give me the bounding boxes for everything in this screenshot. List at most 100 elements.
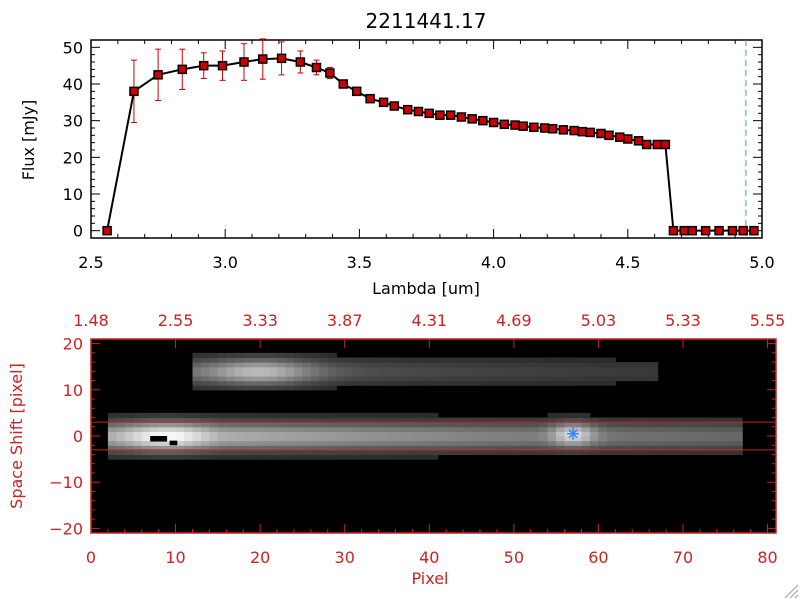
image-cell (589, 440, 600, 446)
image-cell (623, 417, 633, 423)
image-cell (429, 375, 439, 382)
image-cell (243, 366, 253, 372)
image-cell (539, 366, 549, 372)
image-cell (310, 426, 320, 432)
image-cell (623, 375, 633, 382)
image-cell (471, 380, 481, 386)
image-cell (480, 445, 490, 451)
image-cell (226, 436, 236, 442)
image-cell (217, 352, 227, 359)
image-cell (581, 375, 591, 382)
image-cell (302, 380, 312, 386)
image-cell (395, 431, 405, 437)
image-cell (539, 380, 549, 386)
x-tick-label: 5.0 (749, 253, 774, 272)
image-cell (420, 449, 430, 456)
image-cell (564, 357, 574, 363)
image-cell (133, 431, 143, 437)
image-cell (615, 436, 625, 442)
y-tick-label: −20 (49, 519, 83, 538)
image-cell (547, 445, 557, 451)
data-point (499, 119, 510, 130)
image-cell (175, 445, 185, 451)
image-cell (167, 454, 177, 460)
image-cell (615, 449, 625, 456)
image-cell (522, 380, 532, 386)
window-resize-grip-icon[interactable] (784, 584, 799, 599)
image-cell (446, 426, 456, 432)
image-cell (226, 449, 236, 456)
data-point (445, 110, 456, 120)
image-cell (437, 380, 447, 386)
image-cell (285, 385, 295, 391)
data-point (435, 110, 445, 120)
top-axis-tick-label: 5.33 (665, 311, 701, 330)
image-cell (353, 357, 363, 363)
data-point (488, 117, 499, 128)
image-cell (480, 417, 490, 423)
image-cell (429, 371, 439, 377)
image-cell (260, 412, 270, 419)
image-cell (344, 375, 354, 382)
image-cell (463, 449, 473, 456)
image-cell (522, 371, 532, 377)
image-cell (539, 445, 549, 451)
image-cell (666, 436, 676, 442)
image-cell (480, 426, 490, 432)
image-cell (598, 362, 608, 368)
image-cell (277, 449, 287, 456)
image-cell (488, 375, 498, 382)
image-cell (716, 422, 726, 428)
image-cell (539, 436, 549, 442)
image-cell (463, 366, 473, 372)
image-cell (522, 375, 532, 382)
image-cell (682, 422, 693, 428)
top-axis-tick-label: 4.69 (496, 311, 532, 330)
image-cell (488, 449, 498, 456)
image-cell (547, 371, 557, 377)
image-cell (107, 449, 117, 456)
image-cell (209, 371, 219, 377)
image-cell (691, 422, 701, 428)
image-cell (682, 440, 693, 446)
image-cell (150, 431, 160, 437)
image-cell (446, 422, 456, 428)
image-cell (573, 426, 583, 432)
image-cell (649, 371, 659, 377)
image-cell (226, 431, 236, 437)
image-cell (192, 436, 202, 442)
image-cell (708, 422, 718, 428)
image-cell (226, 454, 236, 460)
image-cell (200, 449, 210, 456)
image-cell (293, 422, 304, 428)
image-cell (260, 440, 270, 446)
image-cell (454, 422, 464, 428)
data-point (596, 128, 606, 139)
image-cell (386, 412, 397, 419)
image-cell (310, 422, 320, 428)
image-cell (581, 362, 591, 368)
image-cell (547, 362, 557, 368)
image-cell (649, 362, 659, 368)
image-cell (386, 366, 397, 372)
spectral-image-chart: 0 10 20 30 40 50 60 70 80 1.48 2.55 3.33 3.87 4.31 4.6… (49, 311, 785, 567)
image-cell (209, 380, 219, 386)
image-cell (200, 422, 210, 428)
image-cell (310, 417, 320, 423)
image-cell (133, 440, 143, 446)
image-cell (581, 431, 591, 437)
image-cell (564, 371, 574, 377)
image-cell (437, 445, 447, 451)
data-point (558, 125, 569, 135)
image-cell (666, 417, 676, 423)
image-cell (623, 449, 633, 456)
image-cell (192, 412, 202, 419)
image-cell (564, 362, 574, 368)
image-cell (463, 436, 473, 442)
data-point (529, 122, 539, 133)
image-cell (386, 380, 397, 386)
image-cell (420, 454, 430, 460)
image-cell (446, 366, 456, 372)
image-cell (429, 357, 439, 363)
image-cell (632, 436, 642, 442)
